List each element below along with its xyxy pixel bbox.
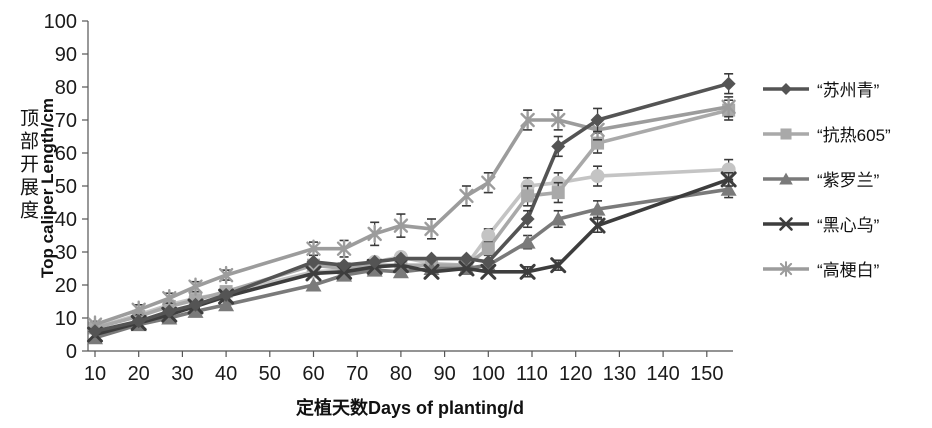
svg-text:80: 80 — [55, 77, 77, 99]
svg-text:70: 70 — [346, 363, 368, 385]
svg-text:20: 20 — [55, 275, 77, 297]
chart-legend: “苏州青” “抗热605” “紫罗兰” “黑心乌” “高梗白” — [762, 66, 930, 291]
square-marker-icon — [763, 127, 809, 140]
star-marker-icon — [763, 260, 809, 277]
svg-text:20: 20 — [128, 363, 150, 385]
svg-text:60: 60 — [302, 363, 324, 385]
legend-item-1: “抗热605” — [762, 111, 930, 156]
svg-text:120: 120 — [559, 363, 592, 385]
legend-item-3: “黑心乌” — [762, 201, 930, 246]
svg-text:30: 30 — [55, 242, 77, 264]
legend-label: “抗热605” — [817, 126, 891, 145]
svg-text:140: 140 — [646, 363, 679, 385]
y-axis-label-chinese: 顶部开展度 — [17, 108, 38, 223]
diamond-marker-icon — [763, 82, 809, 95]
svg-text:110: 110 — [516, 363, 548, 385]
svg-text:40: 40 — [215, 363, 237, 385]
triangle-marker-icon — [763, 172, 809, 185]
svg-text:40: 40 — [55, 209, 77, 231]
svg-text:30: 30 — [171, 363, 193, 385]
series-triangle — [87, 180, 737, 345]
svg-text:10: 10 — [55, 308, 77, 330]
svg-text:80: 80 — [390, 363, 412, 385]
svg-text:70: 70 — [55, 110, 77, 132]
legend-label: “高梗白” — [817, 261, 880, 280]
x-axis-label: 定植天数Days of planting/d — [295, 398, 524, 418]
svg-text:100: 100 — [44, 11, 77, 33]
svg-text:150: 150 — [690, 363, 723, 385]
x-marker-icon — [763, 216, 809, 231]
svg-text:50: 50 — [55, 176, 77, 198]
svg-text:90: 90 — [55, 44, 77, 66]
svg-text:60: 60 — [55, 143, 77, 165]
y-axis-ticks: 0 10 20 30 40 50 60 70 80 90 100 — [44, 11, 88, 363]
series-star — [87, 96, 736, 334]
legend-label: “紫罗兰” — [817, 171, 880, 190]
series-diamond — [88, 73, 736, 339]
svg-text:0: 0 — [66, 341, 77, 363]
svg-text:10: 10 — [84, 363, 106, 385]
x-axis-ticks: 10 20 30 40 50 60 70 80 90 100 110 120 130 140 150 — [84, 351, 723, 385]
svg-text:130: 130 — [603, 363, 636, 385]
legend-item-2: “紫罗兰” — [762, 156, 930, 201]
svg-text:50: 50 — [259, 363, 281, 385]
svg-text:100: 100 — [472, 363, 505, 385]
legend-label: “黑心乌” — [817, 216, 880, 235]
legend-item-4: “高梗白” — [762, 246, 930, 291]
svg-text:90: 90 — [433, 363, 455, 385]
y-axis-label-english: Top caliper Length/cm — [38, 97, 57, 279]
legend-item-0: “苏州青” — [762, 66, 930, 111]
legend-label: “苏州青” — [817, 81, 880, 100]
